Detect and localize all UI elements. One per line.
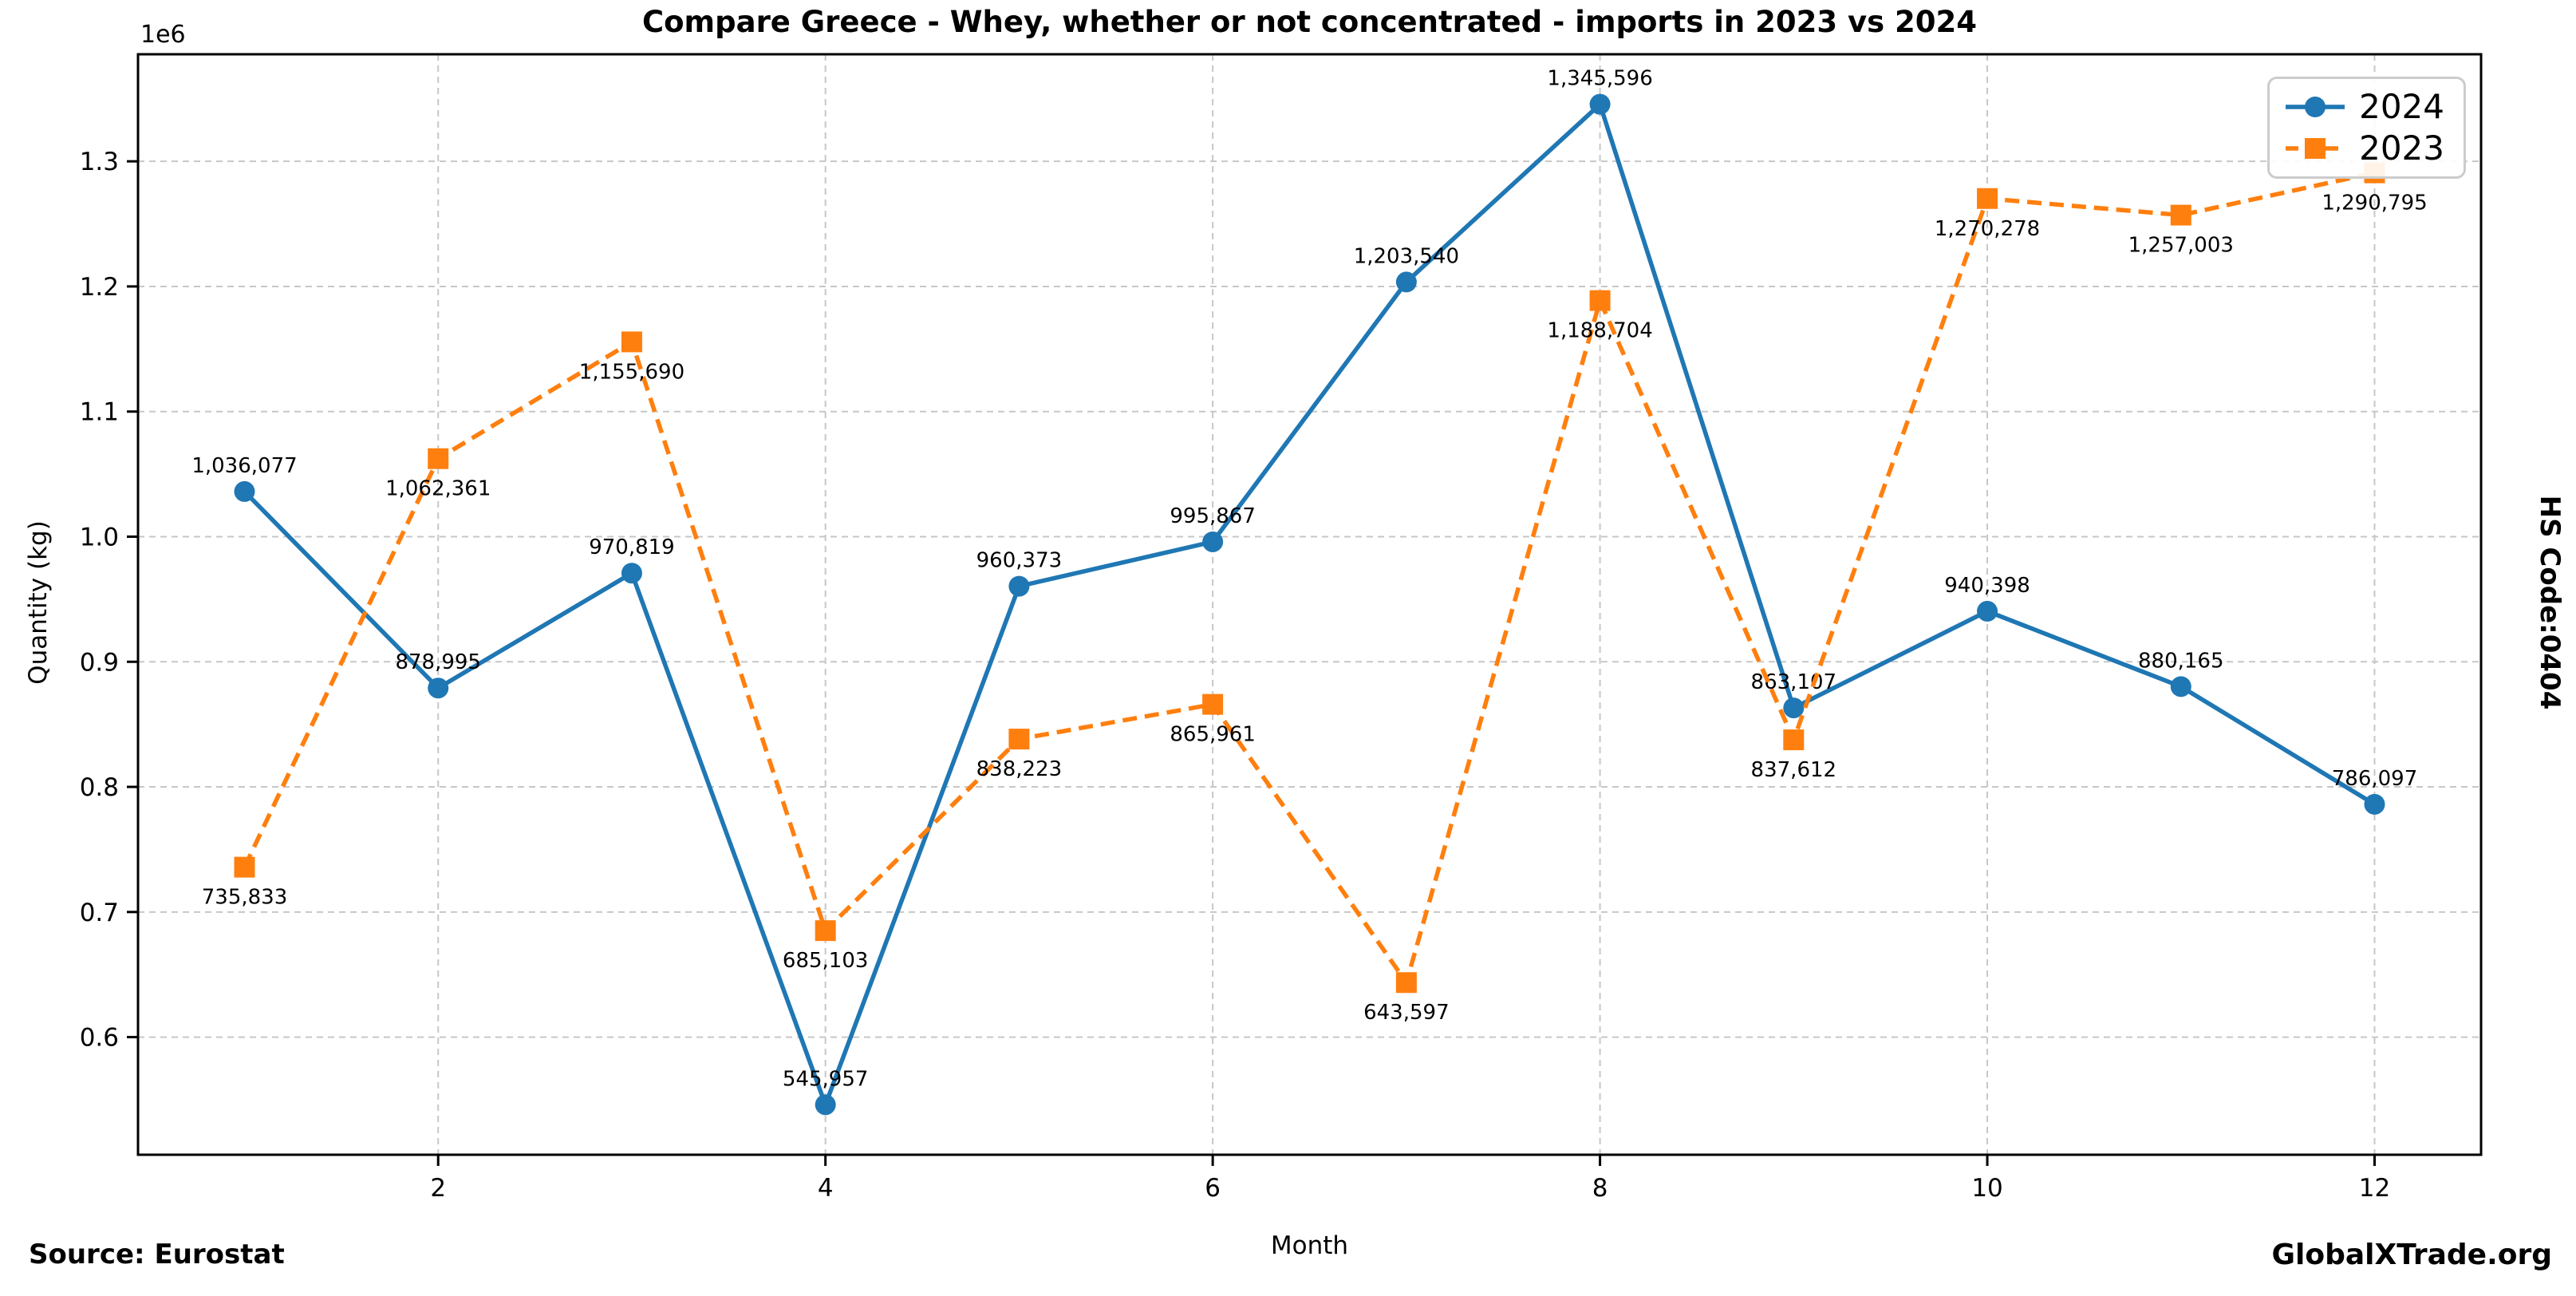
dashed-line-square-marker-icon [2286, 138, 2345, 160]
svg-text:878,995: 878,995 [395, 650, 481, 674]
source-note: Source: Eurostat [29, 1239, 285, 1270]
svg-text:12: 12 [2359, 1174, 2390, 1203]
svg-text:10: 10 [1971, 1174, 2002, 1203]
legend-label: 2023 [2359, 128, 2444, 168]
svg-text:970,819: 970,819 [589, 535, 675, 559]
svg-text:880,165: 880,165 [2138, 649, 2224, 673]
svg-text:837,612: 837,612 [1751, 758, 1837, 782]
y-axis-label: Quantity (kg) [24, 520, 53, 685]
svg-text:4: 4 [818, 1174, 834, 1203]
svg-text:1,203,540: 1,203,540 [1354, 244, 1459, 268]
svg-text:1.2: 1.2 [80, 273, 119, 302]
svg-text:865,961: 865,961 [1170, 723, 1256, 747]
svg-text:545,957: 545,957 [783, 1067, 869, 1091]
legend-item-2024: 2024 [2284, 87, 2444, 126]
svg-text:1,188,704: 1,188,704 [1547, 319, 1652, 343]
svg-text:1,062,361: 1,062,361 [385, 477, 491, 501]
svg-text:1,270,278: 1,270,278 [1935, 217, 2040, 241]
svg-text:1.0: 1.0 [80, 523, 119, 551]
svg-text:1,155,690: 1,155,690 [579, 360, 684, 384]
svg-text:0.9: 0.9 [80, 648, 119, 677]
svg-text:940,398: 940,398 [1944, 574, 2030, 598]
svg-text:995,867: 995,867 [1170, 504, 1256, 528]
svg-text:960,373: 960,373 [976, 549, 1063, 573]
svg-text:2: 2 [430, 1174, 446, 1203]
svg-text:1,257,003: 1,257,003 [2128, 234, 2234, 258]
svg-text:0.7: 0.7 [80, 899, 119, 927]
svg-text:1.3: 1.3 [80, 148, 119, 176]
legend-item-2023: 2023 [2284, 128, 2444, 168]
svg-text:786,097: 786,097 [2332, 767, 2418, 791]
svg-text:8: 8 [1592, 1174, 1608, 1203]
svg-text:1,036,077: 1,036,077 [191, 454, 297, 478]
legend-label: 2024 [2359, 87, 2444, 126]
svg-text:685,103: 685,103 [783, 949, 869, 973]
hs-code-label: HS Code:0404 [2534, 495, 2566, 710]
svg-text:1,345,596: 1,345,596 [1547, 67, 1652, 91]
y-axis-offset-label: 1e6 [140, 21, 186, 49]
svg-text:643,597: 643,597 [1363, 1001, 1450, 1025]
chart-title: Compare Greece - Whey, whether or not co… [641, 5, 1978, 39]
brand-note: GlobalXTrade.org [2271, 1239, 2552, 1271]
line-circle-marker-icon [2286, 97, 2345, 118]
svg-text:0.8: 0.8 [80, 773, 119, 802]
svg-text:838,223: 838,223 [976, 757, 1063, 781]
svg-text:1,290,795: 1,290,795 [2322, 192, 2427, 215]
svg-text:6: 6 [1205, 1174, 1221, 1203]
svg-text:0.6: 0.6 [80, 1024, 119, 1053]
svg-text:1.1: 1.1 [80, 398, 119, 427]
legend: 2024 2023 [2267, 77, 2466, 180]
x-axis-label: Month [1270, 1231, 1349, 1260]
svg-text:735,833: 735,833 [202, 886, 288, 910]
